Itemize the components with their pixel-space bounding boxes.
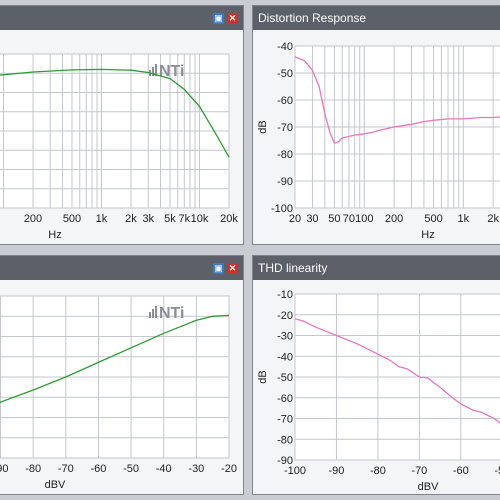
distortion-response-chart: 20 30 50 70 100 200 500 1k 2k -40 -50 -60 -70 -80 -90 -… <box>257 41 500 241</box>
logo-bar <box>152 67 154 76</box>
x-tick-label: 500 <box>424 213 442 225</box>
series-line <box>0 68 230 158</box>
x-tick-label: 100 <box>355 213 373 225</box>
x-tick-label: -50 <box>123 463 139 475</box>
y-tick-label: -80 <box>277 149 293 161</box>
series-line <box>0 314 230 403</box>
panel-title: THD linearity <box>258 261 328 275</box>
x-tick-label: -30 <box>188 463 204 475</box>
thd-linearity-panel: THD linearity -100-90-80-70-60-50-10-20-… <box>252 255 500 495</box>
level-linearity-panel: ▣ ✕ NTi -90 -80 -70 -60 -50 -40 -30 -20 dBV <box>0 255 244 495</box>
distortion-response-panel: Distortion Response 20 30 50 70 100 200 500 1k 2… <box>252 5 500 245</box>
x-tick-label: 7k <box>179 213 191 225</box>
x-tick-label: 1k <box>96 213 108 225</box>
y-tick-label: -80 <box>277 434 293 446</box>
logo-text: NTi <box>159 63 184 80</box>
y-tick-label: -30 <box>277 331 293 343</box>
x-tick-label: 10k <box>191 213 209 225</box>
y-tick-label: -100 <box>271 203 293 215</box>
x-tick-label: -100 <box>284 465 306 477</box>
level-linearity-chart: NTi -90 -80 -70 -60 -50 -40 -30 -20 dBV <box>0 295 237 491</box>
x-tick-label: -20 <box>221 463 237 475</box>
save-icon[interactable]: ▣ <box>213 13 224 24</box>
panel-titlebar: THD linearity <box>253 256 500 280</box>
logo-bar <box>149 312 151 318</box>
y-tick-label: -50 <box>277 372 293 384</box>
gridlines <box>0 53 230 209</box>
y-tick-label: -10 <box>277 289 293 301</box>
x-tick-label: 30 <box>306 213 318 225</box>
y-tick-label: -20 <box>277 310 293 322</box>
x-tick-label: -70 <box>58 463 74 475</box>
x-tick-label: 5k <box>164 213 176 225</box>
x-tick-label: -90 <box>0 463 8 475</box>
x-tick-label: 2k <box>125 213 137 225</box>
x-tick-label: 2k <box>487 213 499 225</box>
x-tick-label: 500 <box>63 213 81 225</box>
x-axis-label: Hz <box>421 229 434 241</box>
series-line <box>294 318 500 424</box>
x-tick-label: 200 <box>24 213 42 225</box>
x-tick-label: 70 <box>343 213 355 225</box>
x-tick-label: 200 <box>385 213 403 225</box>
save-icon[interactable]: ▣ <box>213 263 224 274</box>
close-icon[interactable]: ✕ <box>227 13 238 24</box>
x-tick-label: 3k <box>142 213 154 225</box>
frequency-response-chart: NTi 200 500 1k 2k 3k 5k 7k 10k 20k Hz <box>0 53 238 241</box>
x-axis-label: dBV <box>418 481 439 493</box>
y-tick-label: -70 <box>277 414 293 426</box>
y-tick-label: -40 <box>277 351 293 363</box>
series-line <box>294 56 500 145</box>
x-tick-label: -90 <box>329 465 345 477</box>
panel-titlebar: ▣ ✕ <box>0 6 243 30</box>
panel-titlebar: ▣ ✕ <box>0 256 243 280</box>
logo-bar <box>155 306 157 318</box>
y-tick-label: -70 <box>277 122 293 134</box>
y-tick-label: -60 <box>277 95 293 107</box>
gridlines <box>294 45 500 209</box>
x-axis-label: dBV <box>45 479 66 491</box>
frequency-response-panel: ▣ ✕ NTi 200 500 1k 2k 3k 5k 7k 10k 20k Hz <box>0 5 244 245</box>
x-tick-label: 20 <box>289 213 301 225</box>
x-tick-label: -50 <box>494 465 500 477</box>
x-tick-label: -80 <box>25 463 41 475</box>
x-tick-label: -60 <box>90 463 106 475</box>
y-tick-label: -60 <box>277 393 293 405</box>
nti-logo: NTi <box>149 305 184 322</box>
close-icon[interactable]: ✕ <box>227 263 238 274</box>
x-tick-label: -70 <box>411 465 427 477</box>
y-tick-label: -40 <box>277 41 293 53</box>
x-tick-label: 50 <box>328 213 340 225</box>
y-tick-label: -90 <box>277 176 293 188</box>
gridlines <box>294 293 500 461</box>
y-axis-label: dB <box>257 120 269 133</box>
y-axis-label: dB <box>257 370 269 383</box>
x-axis-label: Hz <box>48 229 61 241</box>
thd-linearity-chart: -100-90-80-70-60-50-10-20-30-40-50-60-70… <box>257 289 500 493</box>
y-tick-label: -90 <box>277 455 293 467</box>
x-tick-label: -40 <box>156 463 172 475</box>
logo-bar <box>155 64 157 76</box>
panel-titlebar: Distortion Response <box>253 6 500 30</box>
logo-text: NTi <box>159 305 184 322</box>
logo-bar <box>152 309 154 318</box>
panel-title: Distortion Response <box>258 11 367 25</box>
y-tick-label: -50 <box>277 68 293 80</box>
gridlines <box>0 295 230 459</box>
x-tick-label: -80 <box>370 465 386 477</box>
x-tick-label: 1k <box>458 213 470 225</box>
x-tick-label: -60 <box>453 465 469 477</box>
x-tick-label: 20k <box>220 213 238 225</box>
